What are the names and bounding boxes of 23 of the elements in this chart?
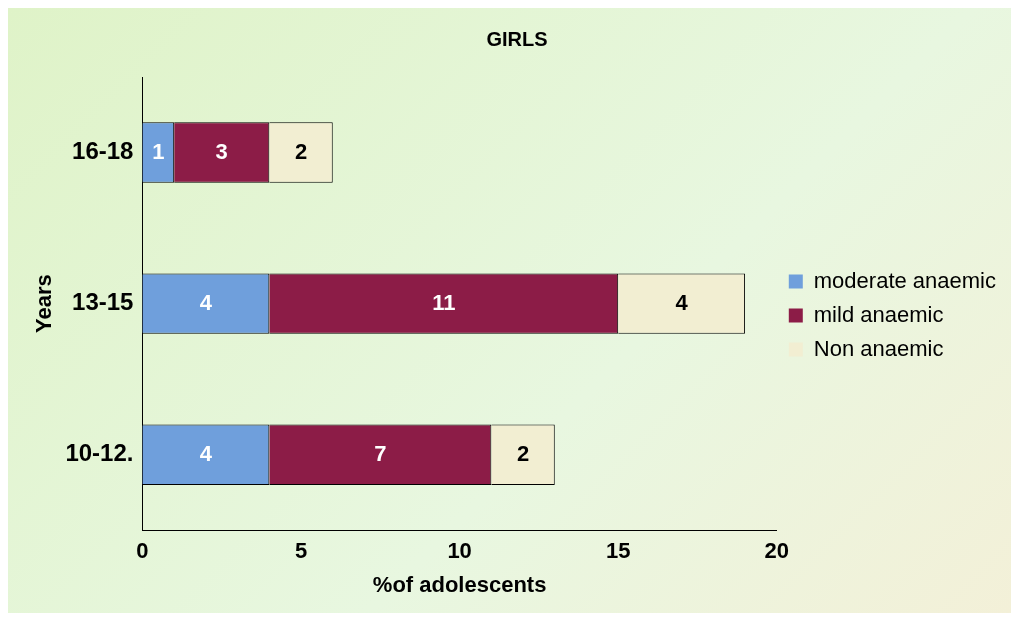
data-label: 4 [199,289,213,315]
data-label: 2 [516,440,530,466]
data-label: 4 [199,440,213,466]
x-axis-title: %of adolescents [372,571,547,597]
data-label: 7 [374,440,387,466]
y-tick-label: 10-12. [65,439,134,467]
x-tick-label: 5 [294,538,308,564]
data-label: 11 [432,289,456,315]
y-tick-label: 13-15 [72,288,134,316]
x-tick-label: 15 [605,538,631,564]
legend-label: Non anaemic [813,335,944,361]
data-label: 2 [294,138,308,164]
y-tick-label: 16-18 [72,137,134,165]
chart-title: GIRLS [486,27,548,50]
x-tick-label: 10 [447,538,472,564]
y-axis-title: Years [31,274,57,333]
x-tick-label: 20 [764,538,790,564]
legend-label: mild anaemic [813,301,944,327]
x-tick-label: 0 [136,538,149,564]
data-label: 4 [675,289,689,315]
data-label: 1 [152,138,165,164]
data-label: 3 [215,138,228,164]
legend-label: moderate anaemic [813,267,997,293]
